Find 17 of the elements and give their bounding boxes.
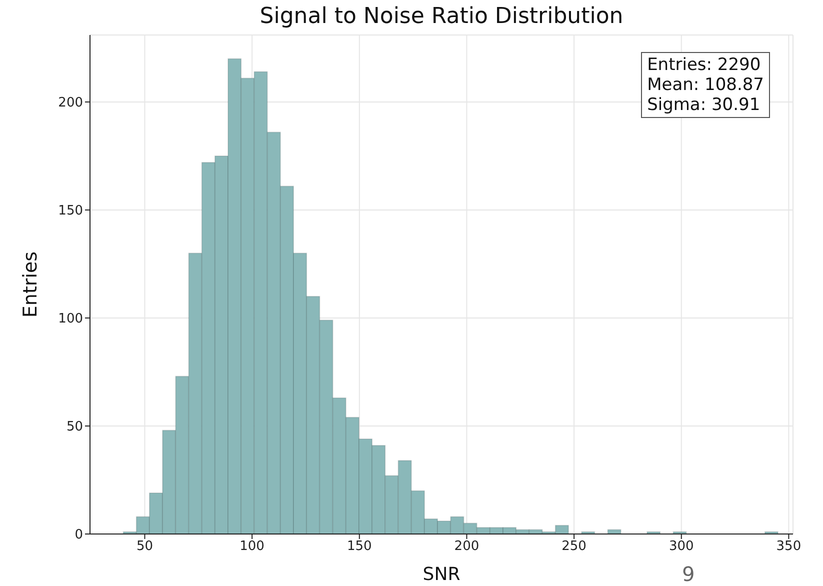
y-tick-label: 100 <box>58 312 83 327</box>
x-tick-label: 150 <box>346 539 372 554</box>
y-axis-title: Entries <box>20 251 42 318</box>
x-axis-title: SNR <box>422 564 460 585</box>
chart-title: Signal to Noise Ratio Distribution <box>258 4 624 29</box>
y-tick-label: 50 <box>66 420 83 435</box>
annotation: Entries: 2290 Mean: 108.87 Sigma: 30.91 <box>641 52 770 118</box>
x-tick-label: 100 <box>240 539 264 554</box>
x-tick-label: 350 <box>776 539 802 554</box>
y-tick-label: 200 <box>58 96 83 111</box>
x-tick-label: 50 <box>136 539 154 554</box>
x-tick-label: 250 <box>562 539 586 554</box>
x-tick-label: 200 <box>454 539 480 554</box>
x-tick-label: 300 <box>668 539 694 554</box>
text: 9 <box>682 562 695 586</box>
y-tick-label: 0 <box>74 528 83 543</box>
y-tick-label: 150 <box>58 204 83 219</box>
